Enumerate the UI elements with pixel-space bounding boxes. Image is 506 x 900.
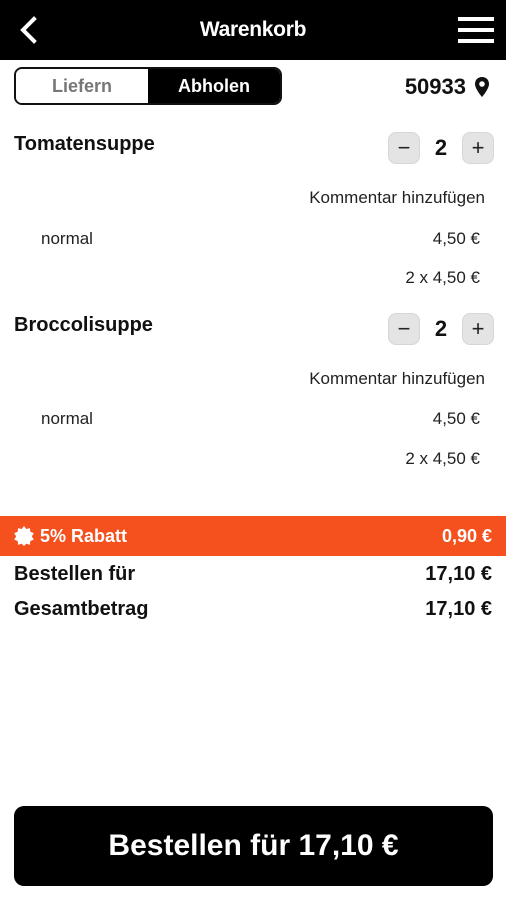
increase-quantity-button[interactable]: + [462, 313, 494, 345]
badge-icon [14, 526, 34, 546]
cart-item-name: Tomatensuppe [14, 133, 155, 155]
decrease-quantity-button[interactable]: − [388, 132, 420, 164]
discount-label-group: 5% Rabatt [14, 526, 127, 547]
discount-amount: 0,90 € [441, 525, 492, 546]
unit-price: 4,50 € [432, 409, 480, 428]
discount-label: 5% Rabatt [40, 525, 128, 546]
item-variant: normal [41, 229, 93, 248]
quantity-stepper: − 2 + [388, 313, 494, 345]
delivery-mode-toggle: Liefern Abholen [14, 67, 282, 105]
hamburger-menu-icon [458, 17, 494, 43]
quantity-stepper: − 2 + [388, 132, 494, 164]
map-pin-icon [475, 77, 489, 97]
order-for-row: Bestellen für 17,10 € [14, 563, 492, 586]
place-order-button[interactable]: Bestellen für 17,10 € [14, 806, 493, 886]
toggle-option-delivery[interactable]: Liefern [16, 69, 148, 103]
total-row: Gesamtbetrag 17,10 € [14, 598, 492, 621]
add-comment-link[interactable]: Kommentar hinzufügen [309, 369, 485, 388]
menu-button[interactable] [456, 14, 496, 46]
cart-item-name: Broccolisuppe [14, 314, 153, 336]
line-total: 2 x 4,50 € [405, 268, 480, 287]
quantity-value: 2 [434, 135, 448, 160]
unit-price: 4,50 € [432, 229, 480, 248]
add-comment-link[interactable]: Kommentar hinzufügen [309, 188, 485, 207]
zip-code: 50933 [404, 74, 466, 99]
app-header: Warenkorb [0, 0, 506, 60]
location-selector[interactable]: 50933 [405, 70, 490, 104]
increase-quantity-button[interactable]: + [462, 132, 494, 164]
discount-bar: 5% Rabatt 0,90 € [0, 516, 506, 556]
page-title: Warenkorb [199, 18, 307, 41]
toggle-option-pickup[interactable]: Abholen [148, 69, 280, 103]
item-variant: normal [41, 409, 93, 428]
line-total: 2 x 4,50 € [405, 449, 480, 468]
order-for-value: 17,10 € [425, 563, 492, 585]
back-button[interactable] [14, 14, 46, 46]
quantity-value: 2 [434, 316, 448, 341]
order-for-label: Bestellen für [14, 563, 136, 585]
decrease-quantity-button[interactable]: − [388, 313, 420, 345]
total-label: Gesamtbetrag [14, 598, 149, 620]
total-value: 17,10 € [425, 598, 492, 620]
chevron-left-icon [20, 16, 37, 44]
